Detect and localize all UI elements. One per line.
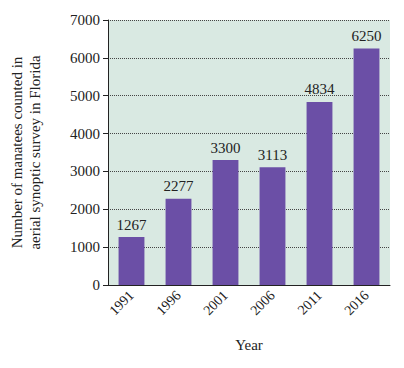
svg-text:1991: 1991	[106, 288, 136, 318]
svg-text:1000: 1000	[70, 239, 100, 255]
svg-text:0: 0	[93, 277, 101, 293]
svg-text:2006: 2006	[247, 288, 277, 318]
svg-text:2001: 2001	[200, 288, 230, 318]
svg-text:3113: 3113	[258, 147, 287, 163]
svg-text:2000: 2000	[70, 201, 100, 217]
svg-text:Number of manatees counted in: Number of manatees counted in	[9, 56, 25, 248]
svg-text:Year: Year	[235, 337, 263, 353]
svg-text:3000: 3000	[70, 163, 100, 179]
svg-text:2277: 2277	[164, 178, 195, 194]
svg-text:6000: 6000	[70, 50, 100, 66]
svg-text:5000: 5000	[70, 88, 100, 104]
svg-text:3300: 3300	[211, 140, 241, 156]
svg-text:2011: 2011	[295, 288, 325, 318]
svg-text:6250: 6250	[352, 28, 382, 44]
svg-text:4834: 4834	[305, 81, 336, 97]
svg-text:4000: 4000	[70, 126, 100, 142]
svg-text:7000: 7000	[70, 12, 100, 28]
svg-text:2016: 2016	[341, 288, 371, 318]
svg-text:aerial synoptic survey in Flor: aerial synoptic survey in Florida	[27, 55, 43, 249]
svg-text:1267: 1267	[117, 217, 148, 233]
svg-text:1996: 1996	[153, 288, 183, 318]
